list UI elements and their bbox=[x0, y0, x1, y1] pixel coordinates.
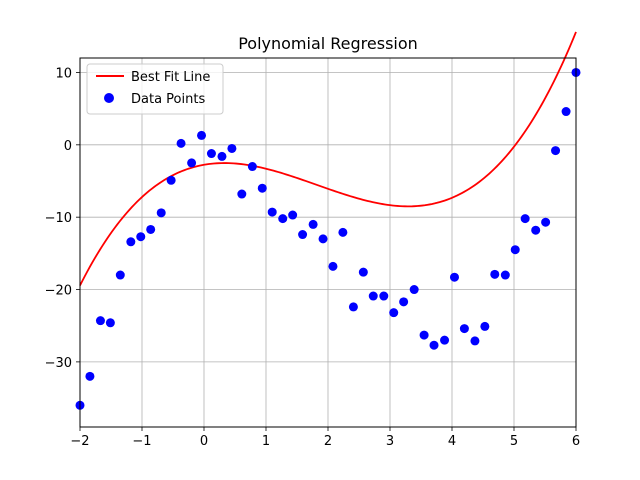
data-point-43 bbox=[510, 245, 520, 255]
best-fit-line bbox=[79, 31, 577, 286]
data-point-19 bbox=[267, 207, 277, 217]
data-point-31 bbox=[389, 308, 399, 318]
data-point-16 bbox=[237, 189, 247, 199]
y-tick-label-neg30: −30 bbox=[45, 356, 72, 371]
data-point-26 bbox=[338, 227, 348, 237]
data-point-46 bbox=[541, 217, 551, 227]
chart-title: Polynomial Regression bbox=[238, 34, 418, 53]
x-tick-label-6: 6 bbox=[572, 434, 580, 449]
data-point-22 bbox=[298, 230, 308, 240]
x-tick-label-0: 0 bbox=[200, 434, 208, 449]
y-tick-label-neg10: −10 bbox=[45, 211, 72, 226]
data-point-13 bbox=[206, 149, 216, 159]
data-point-4 bbox=[115, 270, 125, 280]
data-point-33 bbox=[409, 285, 419, 295]
x-tick-label-neg2: −2 bbox=[70, 434, 89, 449]
data-point-28 bbox=[358, 267, 368, 277]
data-point-15 bbox=[227, 143, 237, 153]
data-point-34 bbox=[419, 330, 429, 340]
data-point-14 bbox=[217, 151, 227, 161]
x-tick-label-2: 2 bbox=[324, 434, 332, 449]
data-point-42 bbox=[500, 270, 510, 280]
data-points-group bbox=[75, 67, 581, 410]
data-point-7 bbox=[146, 224, 156, 234]
y-tick-label-0: 0 bbox=[64, 139, 72, 154]
data-point-5 bbox=[126, 237, 136, 247]
data-point-48 bbox=[561, 107, 571, 117]
data-point-17 bbox=[247, 162, 257, 172]
data-point-40 bbox=[480, 321, 490, 331]
legend: Best Fit Line Data Points bbox=[86, 63, 224, 115]
legend-label-data-points: Data Points bbox=[131, 92, 205, 107]
data-point-36 bbox=[440, 335, 450, 345]
data-point-21 bbox=[288, 210, 298, 220]
data-point-20 bbox=[278, 214, 288, 224]
data-point-24 bbox=[318, 234, 328, 244]
data-point-8 bbox=[156, 208, 166, 218]
data-point-30 bbox=[379, 291, 389, 301]
data-point-35 bbox=[429, 340, 439, 350]
grid-lines bbox=[79, 58, 577, 427]
x-axis-ticks: −2 −1 0 1 2 3 4 5 6 bbox=[70, 427, 580, 449]
data-point-45 bbox=[531, 225, 541, 235]
data-point-11 bbox=[187, 158, 197, 168]
y-tick-label-neg20: −20 bbox=[45, 284, 72, 299]
data-point-12 bbox=[197, 130, 207, 140]
data-point-37 bbox=[449, 272, 459, 282]
data-point-9 bbox=[166, 175, 176, 185]
data-point-44 bbox=[520, 214, 530, 224]
data-point-3 bbox=[105, 318, 115, 328]
x-tick-label-4: 4 bbox=[448, 434, 456, 449]
data-point-25 bbox=[328, 261, 338, 271]
data-point-10 bbox=[176, 138, 186, 148]
data-point-2 bbox=[95, 316, 105, 326]
fit-line-group bbox=[79, 31, 577, 286]
data-point-41 bbox=[490, 269, 500, 279]
data-point-39 bbox=[470, 336, 480, 346]
data-point-1 bbox=[85, 371, 95, 381]
x-tick-label-3: 3 bbox=[386, 434, 394, 449]
data-point-38 bbox=[459, 324, 469, 334]
data-point-29 bbox=[368, 291, 378, 301]
data-point-47 bbox=[551, 146, 561, 156]
y-axis-ticks: −30 −20 −10 0 10 bbox=[45, 66, 80, 371]
data-point-27 bbox=[348, 302, 358, 312]
x-tick-label-1: 1 bbox=[262, 434, 270, 449]
x-tick-label-neg1: −1 bbox=[132, 434, 151, 449]
data-point-32 bbox=[399, 297, 409, 307]
data-point-6 bbox=[136, 232, 146, 242]
data-point-18 bbox=[257, 183, 267, 193]
x-tick-label-5: 5 bbox=[510, 434, 518, 449]
data-point-23 bbox=[308, 219, 318, 229]
y-tick-label-10: 10 bbox=[55, 66, 72, 81]
legend-label-best-fit-line: Best Fit Line bbox=[131, 70, 210, 85]
legend-point-swatch bbox=[104, 93, 114, 103]
